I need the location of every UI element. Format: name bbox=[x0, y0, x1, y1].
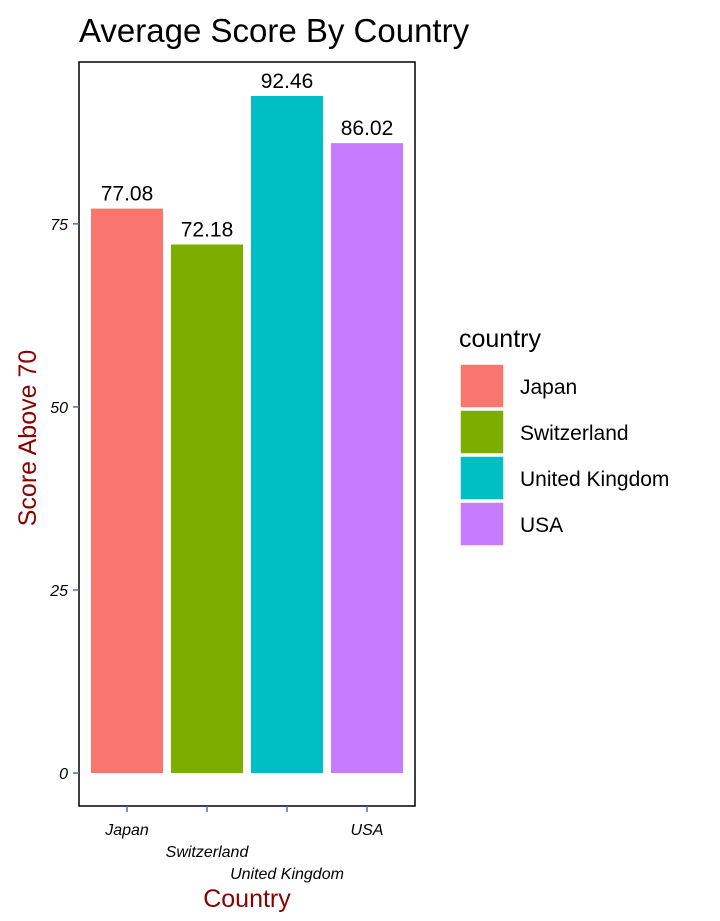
y-tick-label: 25 bbox=[49, 583, 68, 600]
legend: country Japan Switzerland United Kingdom US… bbox=[459, 325, 669, 547]
data-label: 86.02 bbox=[341, 117, 394, 140]
y-axis-title: Score Above 70 bbox=[14, 350, 42, 527]
legend-key-switzerland bbox=[459, 409, 505, 455]
legend-label: USA bbox=[520, 514, 563, 537]
bar-switzerland bbox=[171, 244, 243, 774]
legend-key-usa bbox=[459, 501, 505, 547]
data-label: 72.18 bbox=[181, 218, 234, 241]
data-label: 92.46 bbox=[261, 70, 314, 93]
y-tick-label: 0 bbox=[59, 766, 68, 783]
x-tick-label: Switzerland bbox=[166, 844, 250, 861]
x-tick-label: Japan bbox=[104, 822, 149, 839]
y-axis: 0 25 50 75 bbox=[49, 217, 79, 783]
legend-title: country bbox=[459, 325, 541, 353]
legend-label: Switzerland bbox=[520, 422, 629, 445]
chart-title: Average Score By Country bbox=[79, 12, 470, 49]
x-tick-label: USA bbox=[351, 822, 384, 839]
x-axis: Japan Switzerland United Kingdom USA bbox=[104, 806, 383, 883]
y-tick-label: 75 bbox=[50, 217, 68, 234]
legend-key-united-kingdom bbox=[459, 455, 505, 501]
bar-united-kingdom bbox=[251, 95, 323, 774]
x-tick-label: United Kingdom bbox=[230, 866, 344, 883]
plot-panel bbox=[78, 61, 416, 807]
bar-usa bbox=[331, 143, 403, 774]
x-axis-title: Country bbox=[203, 885, 291, 913]
y-tick-label: 50 bbox=[50, 400, 68, 417]
legend-label: United Kingdom bbox=[520, 468, 669, 491]
bar-japan bbox=[91, 208, 163, 774]
bars-group bbox=[91, 95, 403, 774]
legend-key-japan bbox=[459, 363, 505, 409]
legend-label: Japan bbox=[520, 376, 577, 399]
data-label: 77.08 bbox=[101, 183, 154, 206]
data-labels-group: 77.08 72.18 92.46 86.02 bbox=[101, 70, 394, 242]
